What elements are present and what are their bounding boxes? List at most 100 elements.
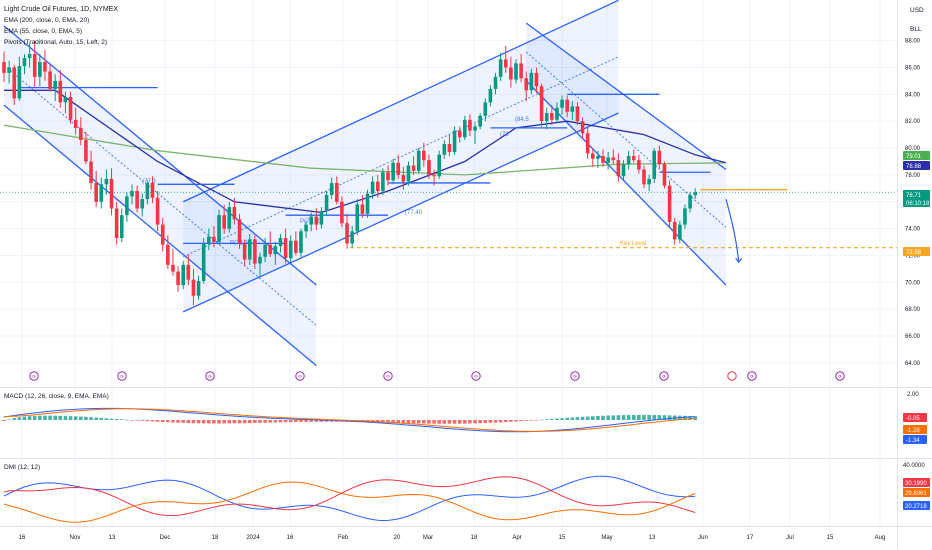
- macd-histogram-bar: [253, 420, 257, 423]
- time-tick-label: Feb: [338, 535, 349, 541]
- macd-histogram-bar: [498, 420, 503, 423]
- macd-badge-label: -0.05: [906, 416, 920, 422]
- candle-body: [637, 160, 641, 170]
- dmi-plus-line: [3, 475, 696, 522]
- candle-body: [73, 119, 78, 128]
- candle-body: [125, 196, 129, 216]
- macd-histogram-bar: [652, 415, 657, 420]
- macd-histogram-bar: [524, 420, 529, 421]
- candle-body: [672, 221, 677, 240]
- macd-histogram-bar: [544, 419, 549, 420]
- price-tick-label: 80.00: [905, 146, 921, 152]
- macd-histogram-bar: [539, 419, 544, 421]
- candle-body: [7, 67, 11, 73]
- event-icon: [471, 371, 481, 381]
- macd-histogram-bar: [657, 415, 662, 420]
- candle-body: [411, 165, 416, 171]
- event-icon-glyph: ⟳: [298, 374, 303, 379]
- macd-histogram-bar: [667, 415, 672, 420]
- candle-body: [212, 236, 216, 243]
- macd-histogram-bar: [637, 414, 641, 420]
- candle-body: [222, 215, 226, 229]
- indicator-label-ema200[interactable]: EMA (200, close, 0, EMA, 20): [4, 17, 89, 24]
- macd-histogram-bar: [381, 420, 385, 423]
- macd-histogram-bar: [283, 420, 288, 423]
- time-axis[interactable]: 16 Nov 13 Dec 18 2024 16 Feb 20 Mar 18 Apr 15 May 13 Ju…: [19, 535, 886, 541]
- price-tick-label: 70.00: [905, 280, 921, 286]
- macd-histogram-bar: [104, 418, 109, 420]
- channel-mid-line: [525, 51, 727, 228]
- currency-label[interactable]: USD: [910, 7, 924, 14]
- candle-body: [335, 182, 339, 202]
- time-tick-label: 13: [649, 535, 656, 541]
- price-tick-label: 82.00: [905, 119, 921, 125]
- candle-body: [447, 144, 452, 153]
- candle-body: [662, 164, 667, 186]
- candle-body: [171, 264, 175, 272]
- macd-histogram-bar: [519, 420, 523, 422]
- candle-body: [119, 215, 124, 239]
- macd-histogram-bar: [591, 416, 595, 420]
- unit-label: BLL: [910, 26, 922, 33]
- price-tick-label: 78.00: [905, 173, 921, 179]
- candle-body: [227, 207, 232, 229]
- macd-histogram-bar: [422, 420, 426, 424]
- candle-body: [181, 264, 185, 286]
- macd-histogram-bar: [237, 420, 242, 424]
- macd-histogram-bar: [565, 417, 569, 420]
- time-tick-label: Jul: [786, 535, 794, 541]
- pivot-label: (73: [500, 132, 509, 138]
- dmi-badge-label: 29.8061: [905, 491, 927, 497]
- event-icon: [835, 371, 845, 381]
- macd-title[interactable]: MACD (12, 26, close, 9, EMA, EMA): [4, 393, 109, 400]
- candle-body: [84, 139, 88, 162]
- macd-badge-label: -1.28: [906, 428, 920, 434]
- macd-histogram-bar: [452, 420, 457, 424]
- candle-body: [437, 154, 441, 177]
- candle-body: [365, 193, 370, 214]
- macd-histogram-bar: [631, 414, 636, 420]
- candle-body: [130, 191, 134, 197]
- candle-body: [268, 244, 273, 255]
- macd-histogram-bar: [186, 420, 191, 424]
- candle-body: [478, 115, 482, 127]
- channel-lower-line: [3, 104, 317, 367]
- candle-body: [565, 99, 569, 112]
- macd-histogram-bar: [493, 420, 498, 423]
- candle-body: [529, 72, 534, 91]
- event-icon-glyph: ⟳: [120, 374, 125, 379]
- candle-body: [304, 224, 308, 232]
- time-tick-label: 13: [109, 535, 116, 541]
- price-badge-label: 06:10:18: [906, 201, 930, 207]
- indicator-label-pivots[interactable]: Pivots (Traditional, Auto, 15, Left, 2): [4, 39, 107, 46]
- macd-histogram-bar: [2, 420, 6, 421]
- macd-histogram-bar: [555, 418, 559, 420]
- macd-tick-label: 2.00: [907, 392, 919, 398]
- macd-histogram-bar: [468, 420, 472, 424]
- candle-body: [647, 178, 651, 185]
- dmi-title[interactable]: DMI (12, 12): [4, 464, 40, 471]
- candle-body: [104, 178, 109, 185]
- candle-body: [493, 76, 498, 89]
- candle-body: [473, 126, 477, 131]
- indicator-label-ema55[interactable]: EMA (55, close, 0, EMA, 5): [4, 28, 82, 35]
- candle-body: [258, 256, 262, 264]
- candle-body: [340, 201, 344, 224]
- price-axis[interactable]: 88.0086.0084.0082.0080.0078.0076.0074.00…: [903, 39, 930, 510]
- macd-histogram-bar: [463, 420, 467, 424]
- candle-body: [17, 66, 22, 99]
- dmi-badge-label: 30.1990: [905, 481, 927, 487]
- macd-histogram-bar: [145, 420, 150, 422]
- event-icon-glyph: ⟳: [32, 374, 37, 379]
- macd-histogram-bar: [63, 415, 68, 420]
- price-badge: [903, 151, 930, 160]
- macd-histogram-bar: [601, 415, 605, 420]
- event-icon: [659, 371, 669, 381]
- macd-panel: [2, 407, 697, 433]
- candle-body: [580, 121, 585, 134]
- price-badge-label: 72.58: [906, 250, 922, 256]
- macd-histogram-bar: [294, 420, 298, 423]
- candle-body: [27, 54, 32, 59]
- event-icon-glyph: ⟳: [662, 374, 667, 379]
- macd-histogram-bar: [196, 420, 201, 424]
